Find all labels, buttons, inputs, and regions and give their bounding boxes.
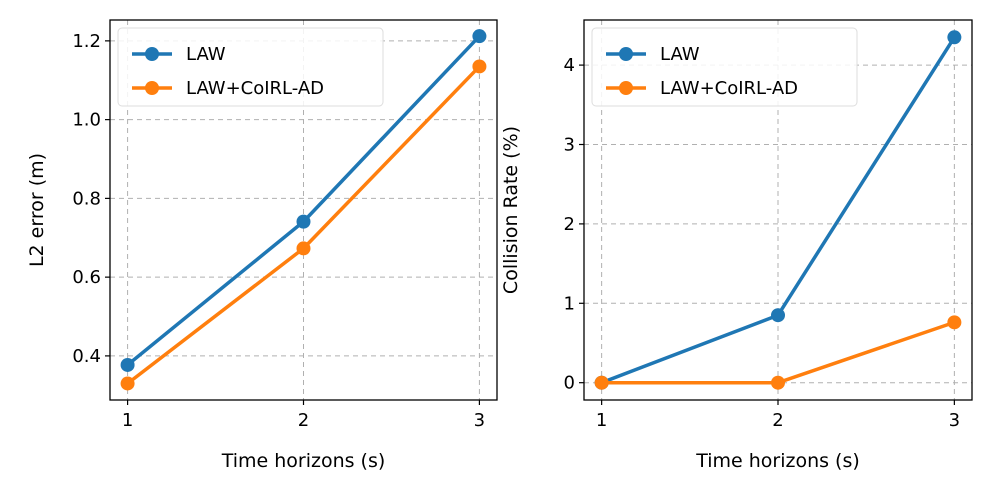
chart-l2-error: 1 2 3 0.4 0.6 0.8 1.0 1.2 Time horizons (s) L2 … [26,19,498,472]
legend-marker-law-coirl-ad [619,81,633,95]
x-axis-label: Time horizons (s) [221,450,386,472]
legend-marker-law [619,47,633,61]
data-point-law-coirl-ad [771,375,785,390]
x-tick-label: 1 [596,410,607,431]
y-tick-label: 0 [564,373,575,394]
legend-entry-law-coirl-ad: LAW+CoIRL-AD [606,78,798,99]
x-tick-label: 1 [122,410,133,431]
legend-marker-law-coirl-ad [145,81,159,95]
legend-entry-law: LAW [132,44,226,65]
legend-marker-law [145,47,159,61]
y-axis-label: L2 error (m) [26,153,48,267]
x-axis-label: Time horizons (s) [695,450,860,472]
series-layer [594,30,962,390]
y-tick-label: 1.0 [72,110,101,131]
x-tick-label: 3 [949,410,960,431]
y-tick-label: 2 [564,214,575,235]
y-tick-label: 1.2 [72,31,101,52]
data-point-law-coirl-ad [296,241,311,256]
legend: LAW LAW+CoIRL-AD [117,27,384,107]
data-point-law [947,30,962,45]
data-point-law-coirl-ad [594,375,609,390]
y-tick-label: 4 [564,55,575,76]
legend-box [591,27,858,107]
y-tick-label: 0.8 [72,188,101,209]
legend-entry-law: LAW [606,44,700,65]
x-tick-label: 2 [772,410,783,431]
data-point-law [296,214,311,229]
legend-label-law-coirl-ad: LAW+CoIRL-AD [660,78,798,99]
data-point-law-coirl-ad [120,376,135,391]
data-point-law-coirl-ad [947,315,962,330]
series-layer [120,29,487,391]
y-tick-label: 1 [564,293,575,314]
x-tick-label: 3 [474,410,485,431]
legend-label-law-coirl-ad: LAW+CoIRL-AD [186,78,324,99]
legend-box [117,27,384,107]
y-tick-label: 0.4 [72,346,101,367]
data-point-law-coirl-ad [472,59,487,74]
y-tick-label: 0.6 [72,267,101,288]
legend-label-law: LAW [186,44,226,65]
x-tick-label: 2 [298,410,309,431]
y-tick-label: 3 [564,134,575,155]
data-point-law [120,357,135,372]
legend-entry-law-coirl-ad: LAW+CoIRL-AD [132,78,324,99]
tick-layer: 1 2 3 0.4 0.6 0.8 1.0 1.2 [72,31,485,431]
legend-label-law: LAW [660,44,700,65]
y-axis-label: Collision Rate (%) [500,126,522,294]
data-point-law [771,308,785,323]
data-point-law [472,29,487,44]
legend: LAW LAW+CoIRL-AD [591,27,858,107]
